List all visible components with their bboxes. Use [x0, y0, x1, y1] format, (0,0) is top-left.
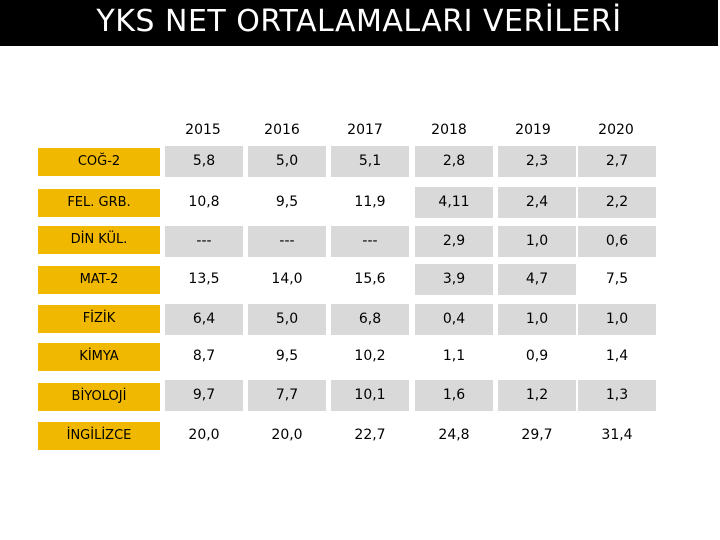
table-cell: 20,0 — [271, 427, 303, 443]
row-label-fizik: FİZİK — [38, 305, 160, 333]
table-cell: 6,8 — [331, 304, 409, 335]
table-cell: 2,9 — [415, 226, 493, 257]
table-cell: 2,3 — [498, 146, 576, 177]
table-cell: 13,5 — [188, 271, 220, 287]
row-label-mat2: MAT-2 — [38, 266, 160, 294]
table-cell: 10,1 — [331, 380, 409, 411]
table-cell: 5,8 — [165, 146, 243, 177]
table-cell: 0,4 — [415, 304, 493, 335]
table-cell: 5,0 — [248, 304, 326, 335]
table-cell: 31,4 — [601, 427, 633, 443]
table-cell: 15,6 — [354, 271, 386, 287]
table-cell: 0,9 — [525, 348, 549, 364]
table-cell: 29,7 — [521, 427, 553, 443]
table-cell: --- — [248, 226, 326, 257]
table-cell: 22,7 — [354, 427, 386, 443]
table-cell: 2,7 — [578, 146, 656, 177]
table-cell: 2,4 — [498, 187, 576, 218]
row-label-din-kul: DİN KÜL. — [38, 226, 160, 254]
data-table: 2015 2016 2017 2018 2019 2020 COĞ-2 5,8 … — [38, 0, 658, 540]
table-cell: 9,7 — [165, 380, 243, 411]
table-cell: 1,1 — [442, 348, 466, 364]
table-cell: 1,0 — [498, 304, 576, 335]
table-cell: 24,8 — [438, 427, 470, 443]
row-label-biyoloji: BİYOLOJİ — [38, 383, 160, 411]
table-cell: 2,8 — [415, 146, 493, 177]
table-cell: 5,1 — [331, 146, 409, 177]
table-cell: 9,5 — [275, 348, 299, 364]
year-header-2020: 2020 — [598, 122, 634, 138]
table-cell: 1,4 — [605, 348, 629, 364]
table-cell: 1,3 — [578, 380, 656, 411]
table-cell: 0,6 — [578, 226, 656, 257]
table-cell: 1,6 — [415, 380, 493, 411]
year-header-2015: 2015 — [185, 122, 221, 138]
table-cell: 9,5 — [275, 194, 299, 210]
table-cell: 20,0 — [188, 427, 220, 443]
table-cell: 1,0 — [498, 226, 576, 257]
page-title: YKS NET ORTALAMALARI VERİLERİ — [96, 4, 622, 39]
year-header-2017: 2017 — [347, 122, 383, 138]
table-cell: 1,2 — [498, 380, 576, 411]
table-cell: 5,0 — [248, 146, 326, 177]
table-cell: 1,0 — [578, 304, 656, 335]
row-label-ingilizce: İNGİLİZCE — [38, 422, 160, 450]
table-cell: 4,11 — [415, 187, 493, 218]
table-cell: --- — [331, 226, 409, 257]
year-header-2018: 2018 — [431, 122, 467, 138]
table-cell: 6,4 — [165, 304, 243, 335]
table-cell: 8,7 — [192, 348, 216, 364]
row-label-kimya: KİMYA — [38, 343, 160, 371]
table-cell: --- — [165, 226, 243, 257]
row-label-cog2: COĞ-2 — [38, 148, 160, 176]
table-cell: 14,0 — [271, 271, 303, 287]
year-header-2016: 2016 — [264, 122, 300, 138]
table-cell: 7,5 — [605, 271, 629, 287]
table-cell: 10,8 — [188, 194, 220, 210]
table-cell: 2,2 — [578, 187, 656, 218]
table-cell: 3,9 — [415, 264, 493, 295]
table-cell: 4,7 — [498, 264, 576, 295]
year-header-2019: 2019 — [515, 122, 551, 138]
table-cell: 7,7 — [248, 380, 326, 411]
title-bar — [0, 0, 718, 46]
table-cell: 11,9 — [354, 194, 386, 210]
table-cell: 10,2 — [354, 348, 386, 364]
row-label-fel-grb: FEL. GRB. — [38, 189, 160, 217]
